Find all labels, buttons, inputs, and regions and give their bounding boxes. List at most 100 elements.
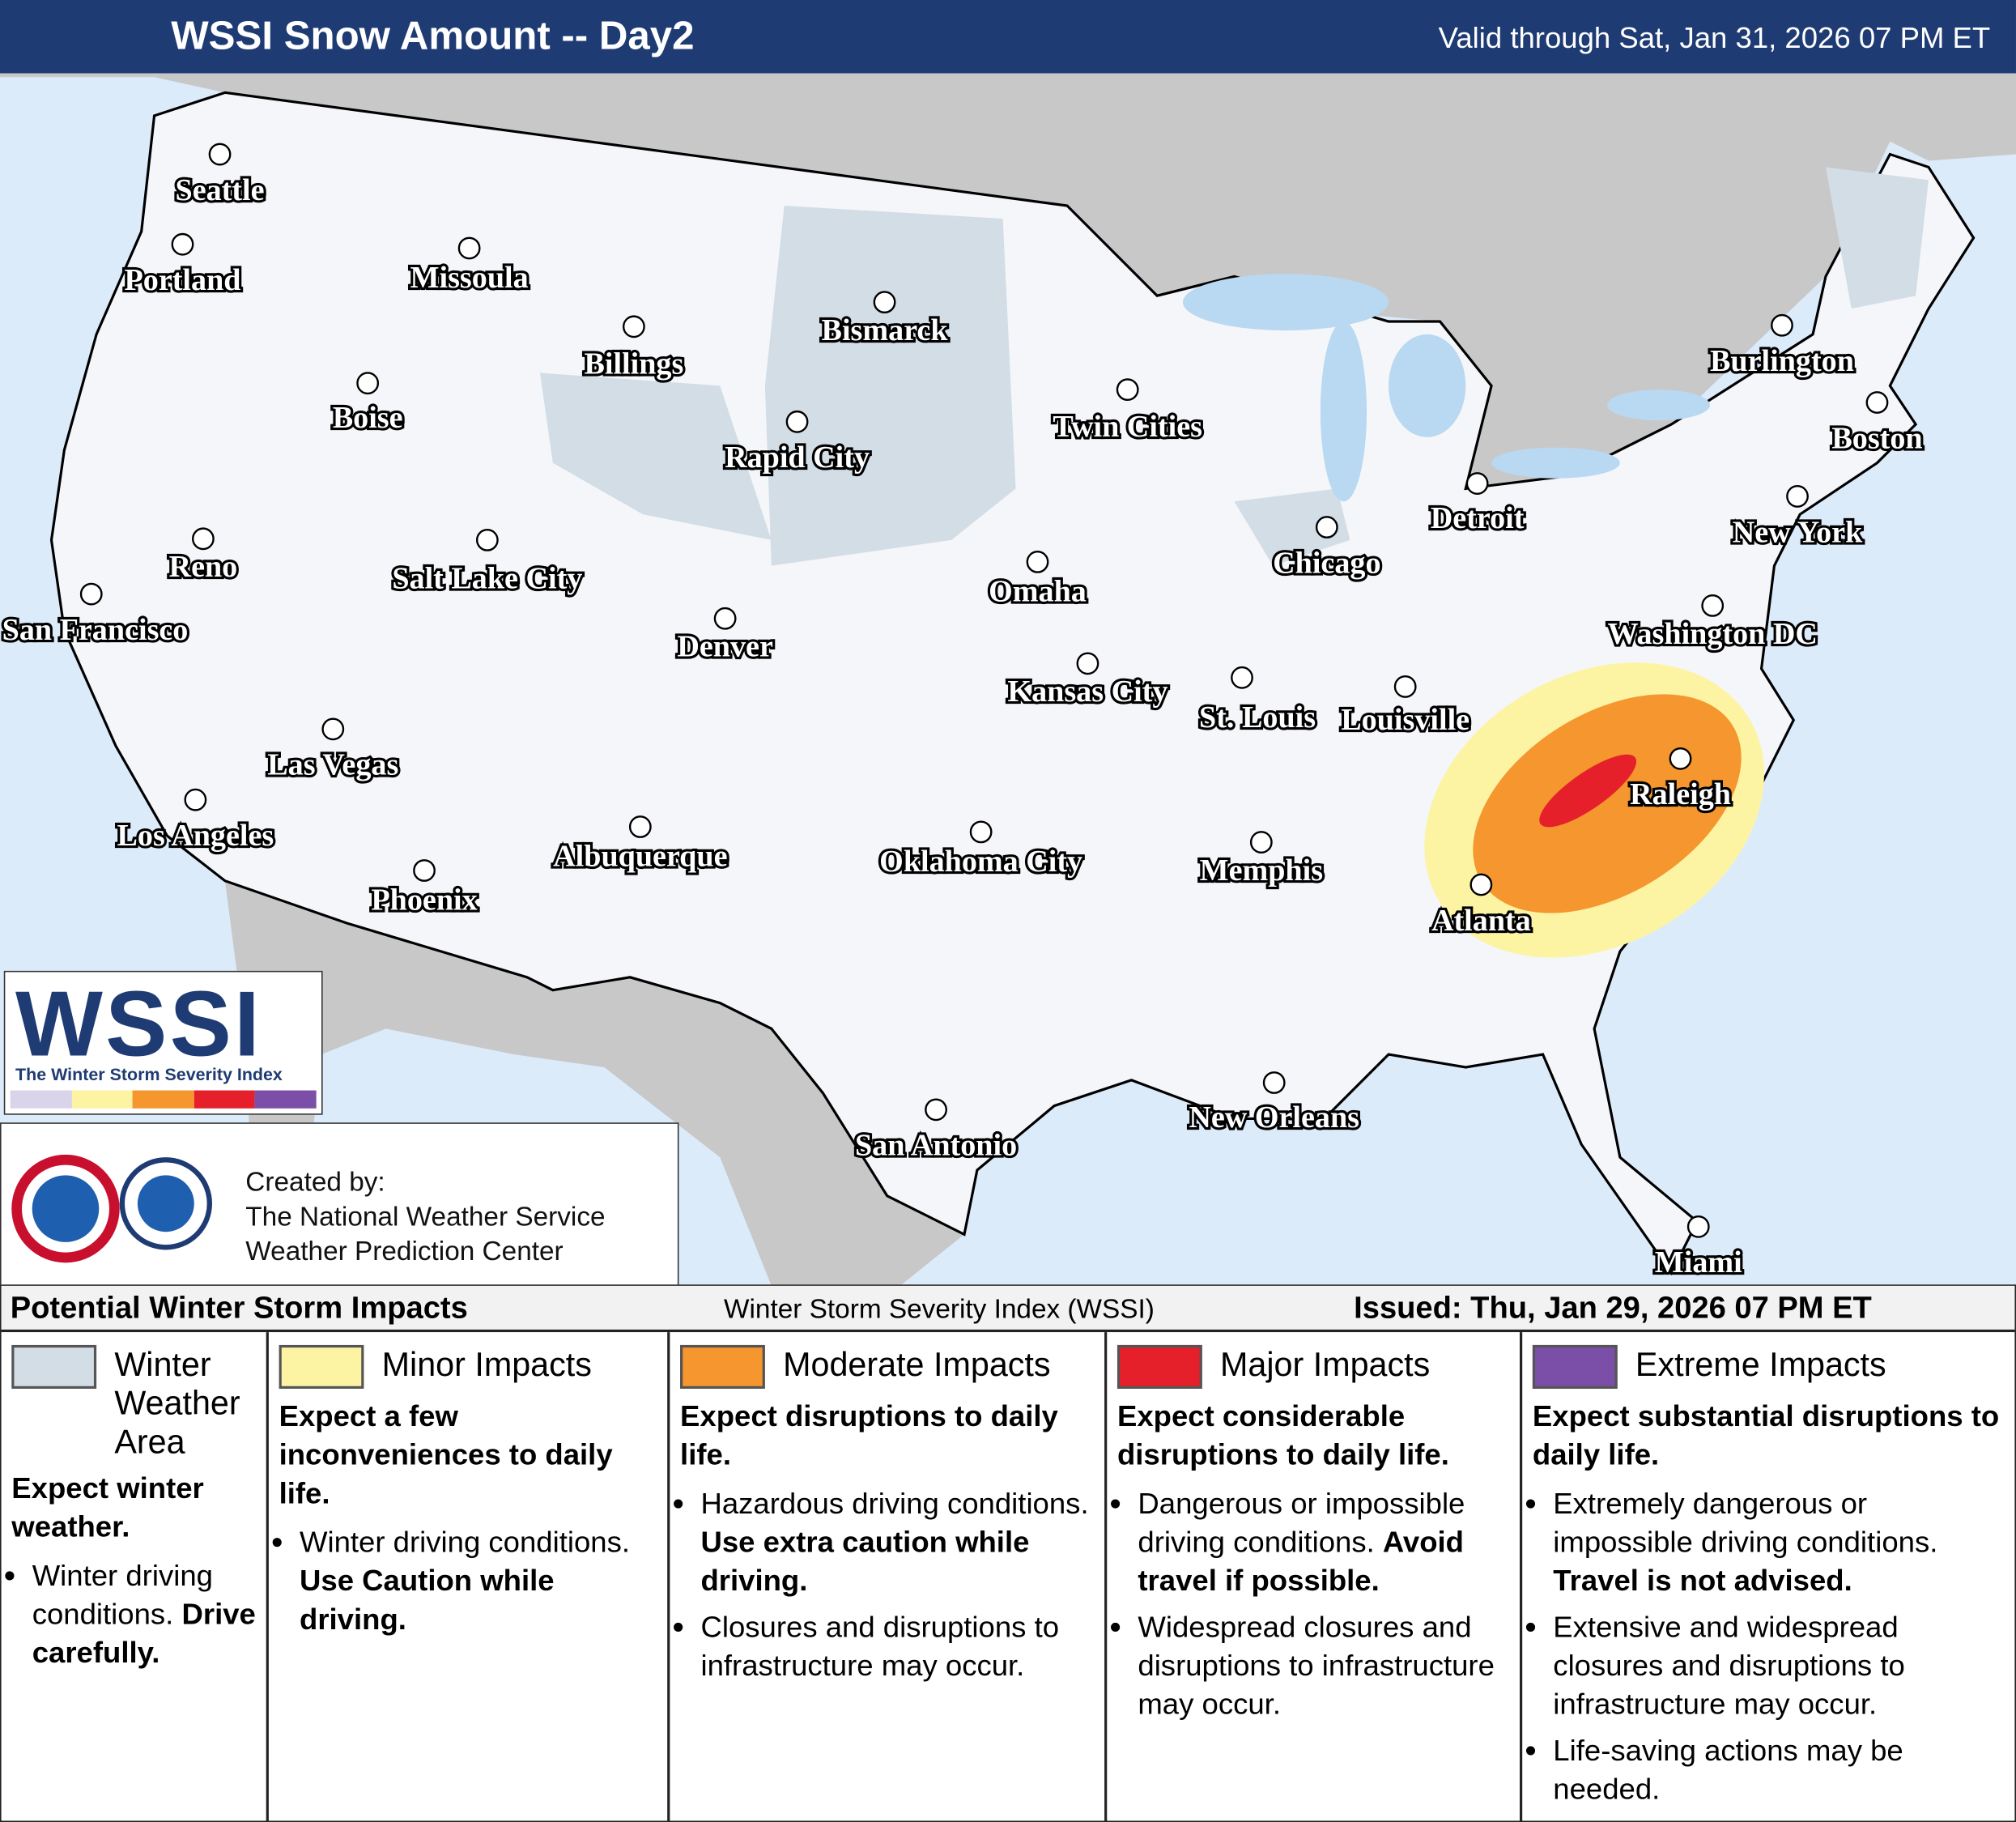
- city-dot: [171, 232, 194, 256]
- city-dot: [1771, 313, 1793, 337]
- city-label: Atlanta: [1431, 904, 1531, 938]
- bullet-emphasis: Use Caution while driving.: [300, 1563, 555, 1636]
- moderate-area: [1473, 694, 1742, 913]
- city-dot: [457, 236, 481, 260]
- valid-time: Valid through Sat, Jan 31, 2026 07 PM ET: [1438, 20, 1991, 54]
- city-label: Bismarck: [822, 313, 949, 347]
- city-label: Washington DC: [1607, 617, 1817, 651]
- lake: [1491, 447, 1620, 479]
- city-label: Boise: [333, 401, 403, 435]
- city-dot: [1865, 391, 1889, 414]
- wssi-logo: WSSI The Winter Storm Severity Index: [3, 970, 323, 1115]
- credit-text: Created by: The National Weather Service W…: [245, 1165, 605, 1270]
- city-dot: [785, 410, 809, 433]
- city-label: New York: [1733, 515, 1863, 549]
- city-label: Twin Cities: [1053, 410, 1202, 444]
- city-dot: [1076, 652, 1099, 675]
- legend-center: Winter Storm Severity Index (WSSI): [724, 1295, 1155, 1325]
- legend-column: Extreme Impacts Expect substantial disrup…: [1522, 1332, 2014, 1820]
- bullet-emphasis: Use extra caution while driving.: [700, 1525, 1030, 1598]
- city-label: Billings: [584, 347, 683, 381]
- bullets: Dangerous or impossible driving conditio…: [1117, 1484, 1512, 1722]
- bullet-text: Life-saving actions may be needed.: [1553, 1733, 1903, 1806]
- bar-segment: [194, 1090, 256, 1109]
- bullet: Extensive and widespread closures and di…: [1553, 1607, 2007, 1723]
- bar-segment: [10, 1090, 72, 1109]
- category-name: Major Impacts: [1220, 1344, 1431, 1384]
- city-label: Detroit: [1431, 501, 1525, 535]
- city-label: Las Vegas: [267, 748, 398, 782]
- lakes: [1182, 274, 1711, 502]
- city-dot: [969, 820, 993, 844]
- category-name: Extreme Impacts: [1635, 1344, 1886, 1384]
- city-dot: [1249, 831, 1273, 854]
- map: Seattle Portland Missoula Billings Bismarck B…: [0, 73, 2016, 1286]
- city-label: Missoula: [410, 261, 529, 295]
- category-name: Minor Impacts: [381, 1344, 592, 1384]
- city-label: Los Angeles: [117, 819, 274, 853]
- city-label: Portland: [125, 263, 241, 297]
- lake: [1182, 274, 1389, 331]
- city-label: Raleigh: [1630, 777, 1731, 811]
- city-label: Chicago: [1273, 546, 1380, 580]
- legend-columns: Winter Weather Area Expect winter weather…: [2, 1332, 2015, 1821]
- city-label: San Antonio: [855, 1129, 1017, 1163]
- winter-area: [539, 372, 772, 540]
- bullet-text: Widespread closures and disruptions to i…: [1138, 1610, 1495, 1721]
- winter-area: [1234, 488, 1350, 566]
- summary: Expect winter weather.: [11, 1471, 204, 1543]
- bullet: Dangerous or impossible driving conditio…: [1138, 1484, 1512, 1599]
- legend-column: Winter Weather Area Expect winter weather…: [2, 1332, 269, 1821]
- bullet: Winter driving conditions. Drive careful…: [32, 1556, 258, 1671]
- bullets: Hazardous driving conditions. Use extra …: [680, 1484, 1097, 1684]
- city-dot: [1026, 551, 1049, 573]
- lake: [1607, 390, 1711, 421]
- swatch: [279, 1344, 364, 1389]
- legend-key: Major Impacts: [1116, 1344, 1512, 1389]
- canada: [0, 73, 2016, 489]
- legend-header: Potential Winter Storm Impacts Winter St…: [1, 1285, 2015, 1333]
- legend-column: Moderate Impacts Expect disruptions to da…: [670, 1332, 1108, 1821]
- bullets: Winter driving conditions. Drive careful…: [11, 1556, 258, 1671]
- logo-bar: [10, 1090, 317, 1109]
- city-dot: [79, 582, 103, 606]
- credit-line: Created by:: [245, 1167, 385, 1198]
- bullet: Winter driving conditions. Use Caution w…: [300, 1522, 660, 1638]
- bullet: Closures and disruptions to infrastructu…: [700, 1607, 1096, 1684]
- bullet-emphasis: Avoid travel if possible.: [1138, 1525, 1465, 1598]
- category-name: Moderate Impacts: [783, 1344, 1051, 1384]
- issued: Issued: Thu, Jan 29, 2026 07 PM ET: [1354, 1291, 1872, 1326]
- legend-key: Extreme Impacts: [1532, 1344, 2007, 1389]
- city-label: Oklahoma City: [879, 845, 1082, 879]
- credit-line: The National Weather Service: [245, 1202, 606, 1232]
- city-label: Memphis: [1200, 854, 1323, 888]
- winter-weather-areas: [539, 167, 1929, 566]
- city-label: Omaha: [989, 574, 1087, 608]
- winter-area: [764, 206, 1016, 566]
- nws-logo-core: [32, 1175, 100, 1242]
- bullet-text: Extremely dangerous or impossible drivin…: [1553, 1486, 1938, 1559]
- summary: Expect substantial disruptions to daily …: [1532, 1398, 2000, 1471]
- bar-segment: [255, 1090, 317, 1109]
- bullet-text: Winter driving conditions.: [32, 1558, 213, 1631]
- bullet-text: Hazardous driving conditions.: [700, 1486, 1089, 1520]
- city-label: Kansas City: [1007, 675, 1167, 709]
- city-label: Burlington: [1710, 344, 1854, 378]
- bullet: Extremely dangerous or impossible drivin…: [1553, 1484, 2007, 1599]
- city-dot: [628, 815, 652, 838]
- mexico: [224, 880, 964, 1286]
- city-dot: [1231, 666, 1253, 689]
- bullets: Winter driving conditions. Use Caution w…: [279, 1522, 660, 1638]
- summary: Expect disruptions to daily life.: [680, 1398, 1058, 1471]
- city-dot: [925, 1098, 947, 1122]
- major-area: [1539, 754, 1637, 828]
- city-label: St. Louis: [1199, 700, 1316, 734]
- bar-segment: [71, 1090, 133, 1109]
- logo-title: WSSI: [15, 973, 262, 1077]
- legend-title: Potential Winter Storm Impacts: [10, 1291, 468, 1326]
- bullet-emphasis: Drive carefully.: [32, 1597, 256, 1670]
- city-label: Miami: [1655, 1245, 1742, 1279]
- header: WSSI Snow Amount -- Day2 Valid through S…: [0, 0, 2016, 74]
- city-dot: [184, 788, 207, 811]
